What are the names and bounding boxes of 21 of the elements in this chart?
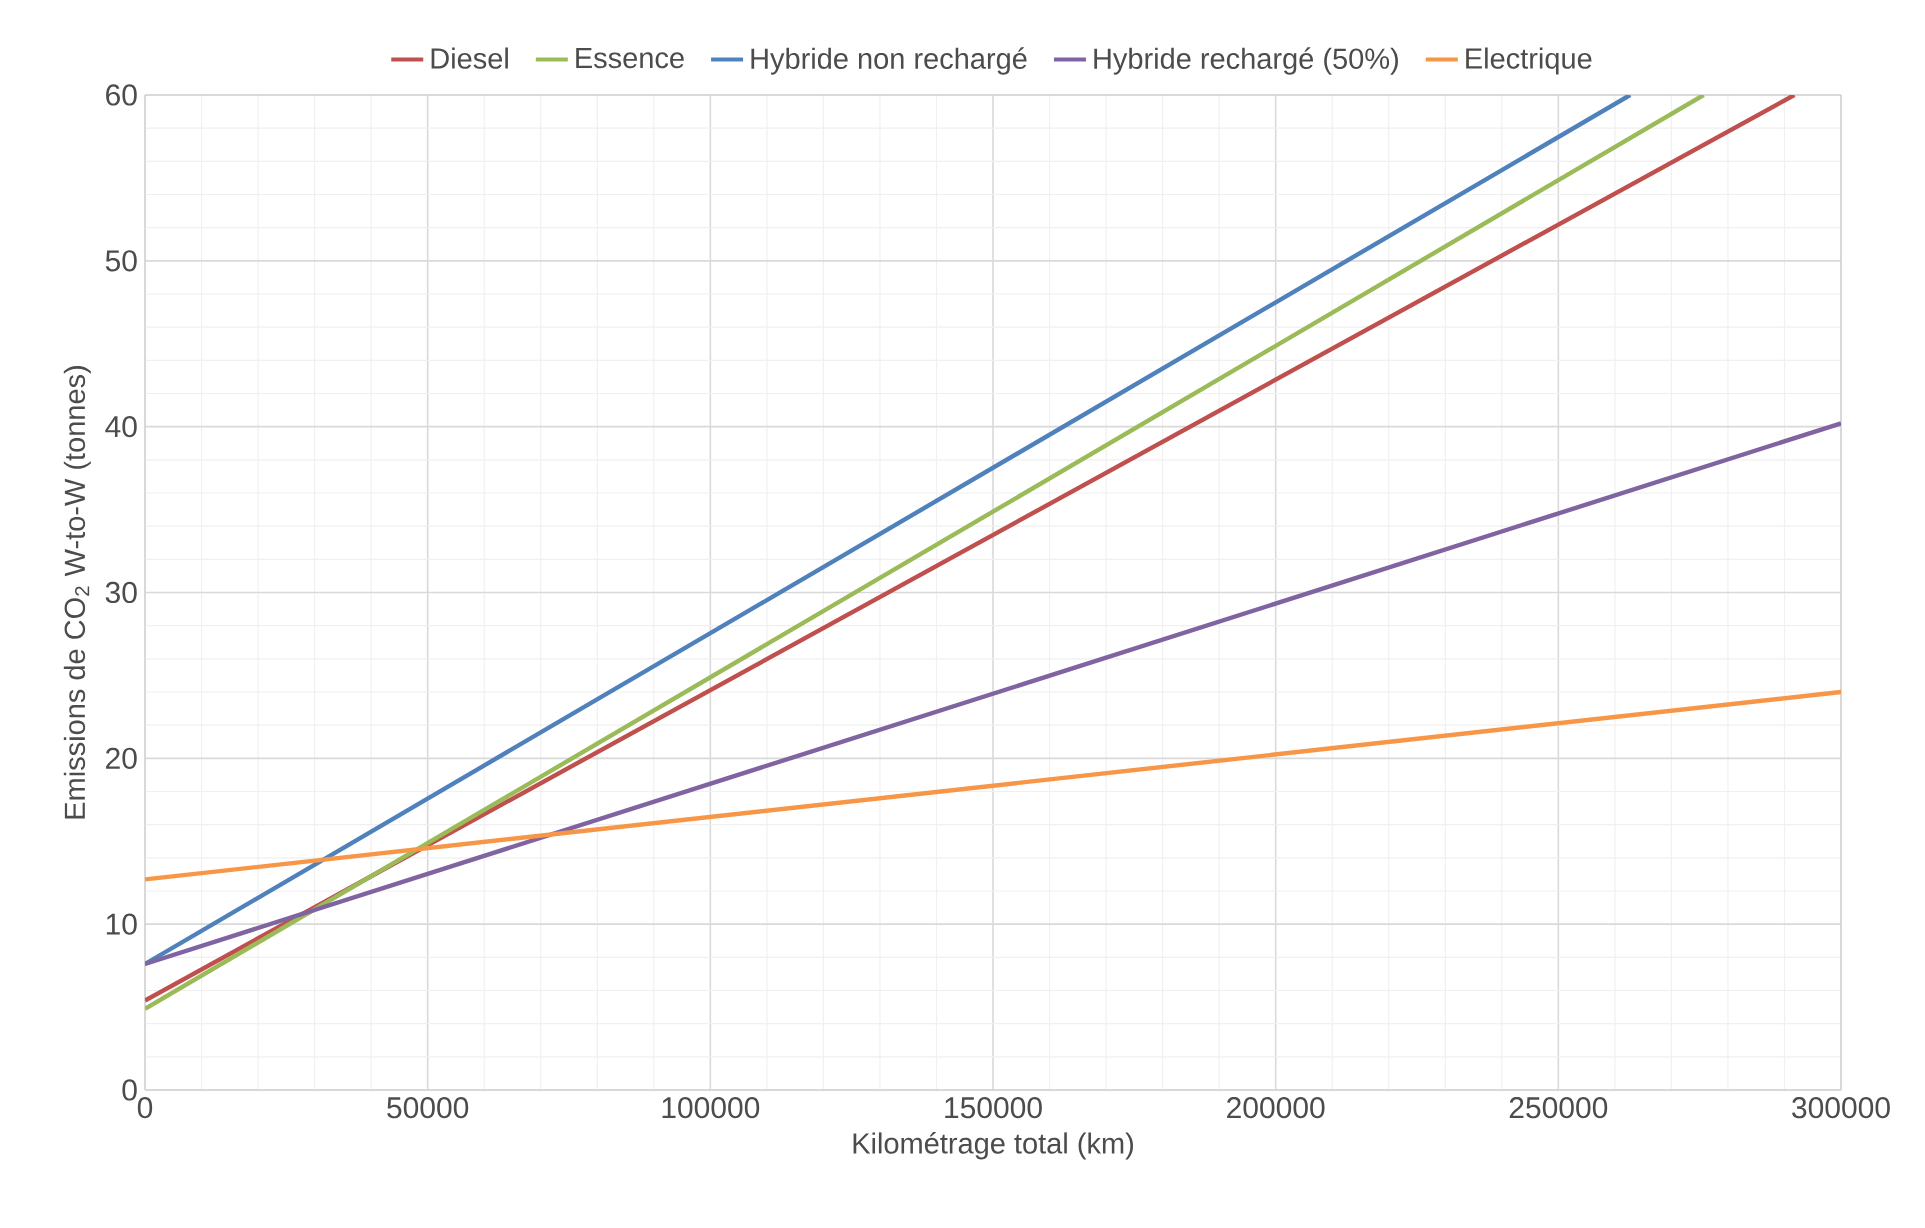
x-tick-label: 200000 <box>1227 1097 1325 1119</box>
legend-label: Hybride non rechargé <box>751 47 1027 75</box>
x-tick-label: 300000 <box>1792 1097 1890 1119</box>
legend-label: Essence <box>576 48 684 69</box>
x-axis-title: Kilométrage total (km) <box>853 1132 1133 1160</box>
legend-label: Diesel <box>431 47 508 69</box>
y-tick-label: 40 <box>105 416 137 438</box>
y-tick-label: 50 <box>105 250 137 272</box>
x-tick-label: 150000 <box>945 1097 1042 1119</box>
y-tick-label: 20 <box>106 747 137 769</box>
y-tick-label: 30 <box>105 581 137 604</box>
x-tick-label: 50000 <box>387 1097 469 1119</box>
y-axis-title: Emissions de CO$_{2}$ W-to-W (tonnes) <box>63 366 91 819</box>
x-tick-label: 100000 <box>662 1097 760 1119</box>
y-tick-label: 0 <box>122 1079 137 1101</box>
legend-label: Hybride rechargé (50%) <box>1094 47 1398 75</box>
y-tick-label: 60 <box>106 84 137 106</box>
x-tick-label: 0 <box>137 1097 153 1119</box>
y-tick-label: 10 <box>106 913 137 935</box>
legend-label: Electrique <box>1466 47 1592 75</box>
x-tick-label: 250000 <box>1509 1097 1608 1119</box>
